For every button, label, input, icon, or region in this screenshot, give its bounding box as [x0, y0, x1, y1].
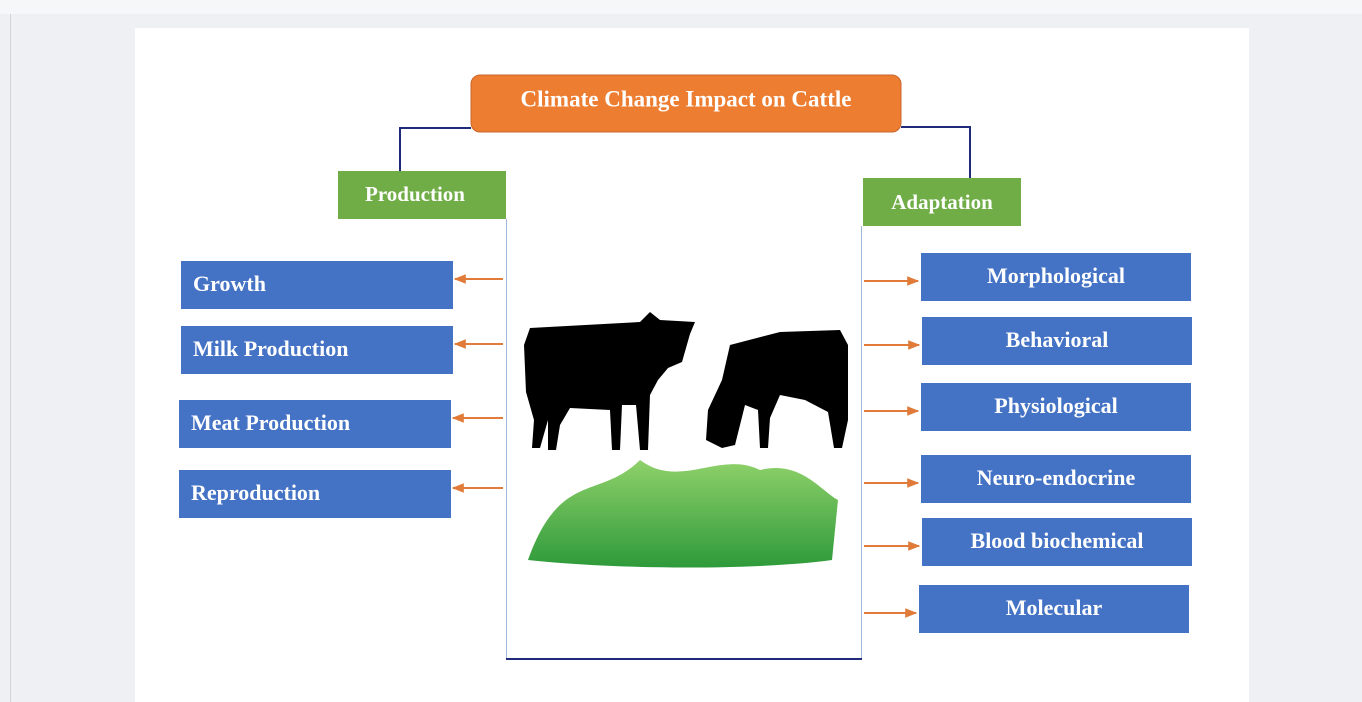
page: Climate Change Impact on Cattle Producti… [0, 0, 1362, 702]
diagram: Climate Change Impact on Cattle Producti… [0, 0, 1362, 702]
item-label: Milk Production [193, 336, 348, 361]
production-label: Production [365, 182, 465, 206]
item-label: Neuro-endocrine [977, 465, 1136, 490]
title: Climate Change Impact on Cattle [521, 86, 852, 111]
item-label: Behavioral [1006, 327, 1109, 352]
adaptation-label: Adaptation [891, 190, 993, 214]
top-strip [0, 0, 1362, 14]
item-label: Meat Production [191, 410, 350, 435]
item-label: Blood biochemical [971, 528, 1144, 553]
item-label: Molecular [1006, 595, 1103, 620]
item-label: Physiological [994, 393, 1117, 418]
item-label: Morphological [987, 263, 1125, 288]
item-label: Reproduction [191, 480, 320, 505]
item-label: Growth [193, 271, 266, 296]
